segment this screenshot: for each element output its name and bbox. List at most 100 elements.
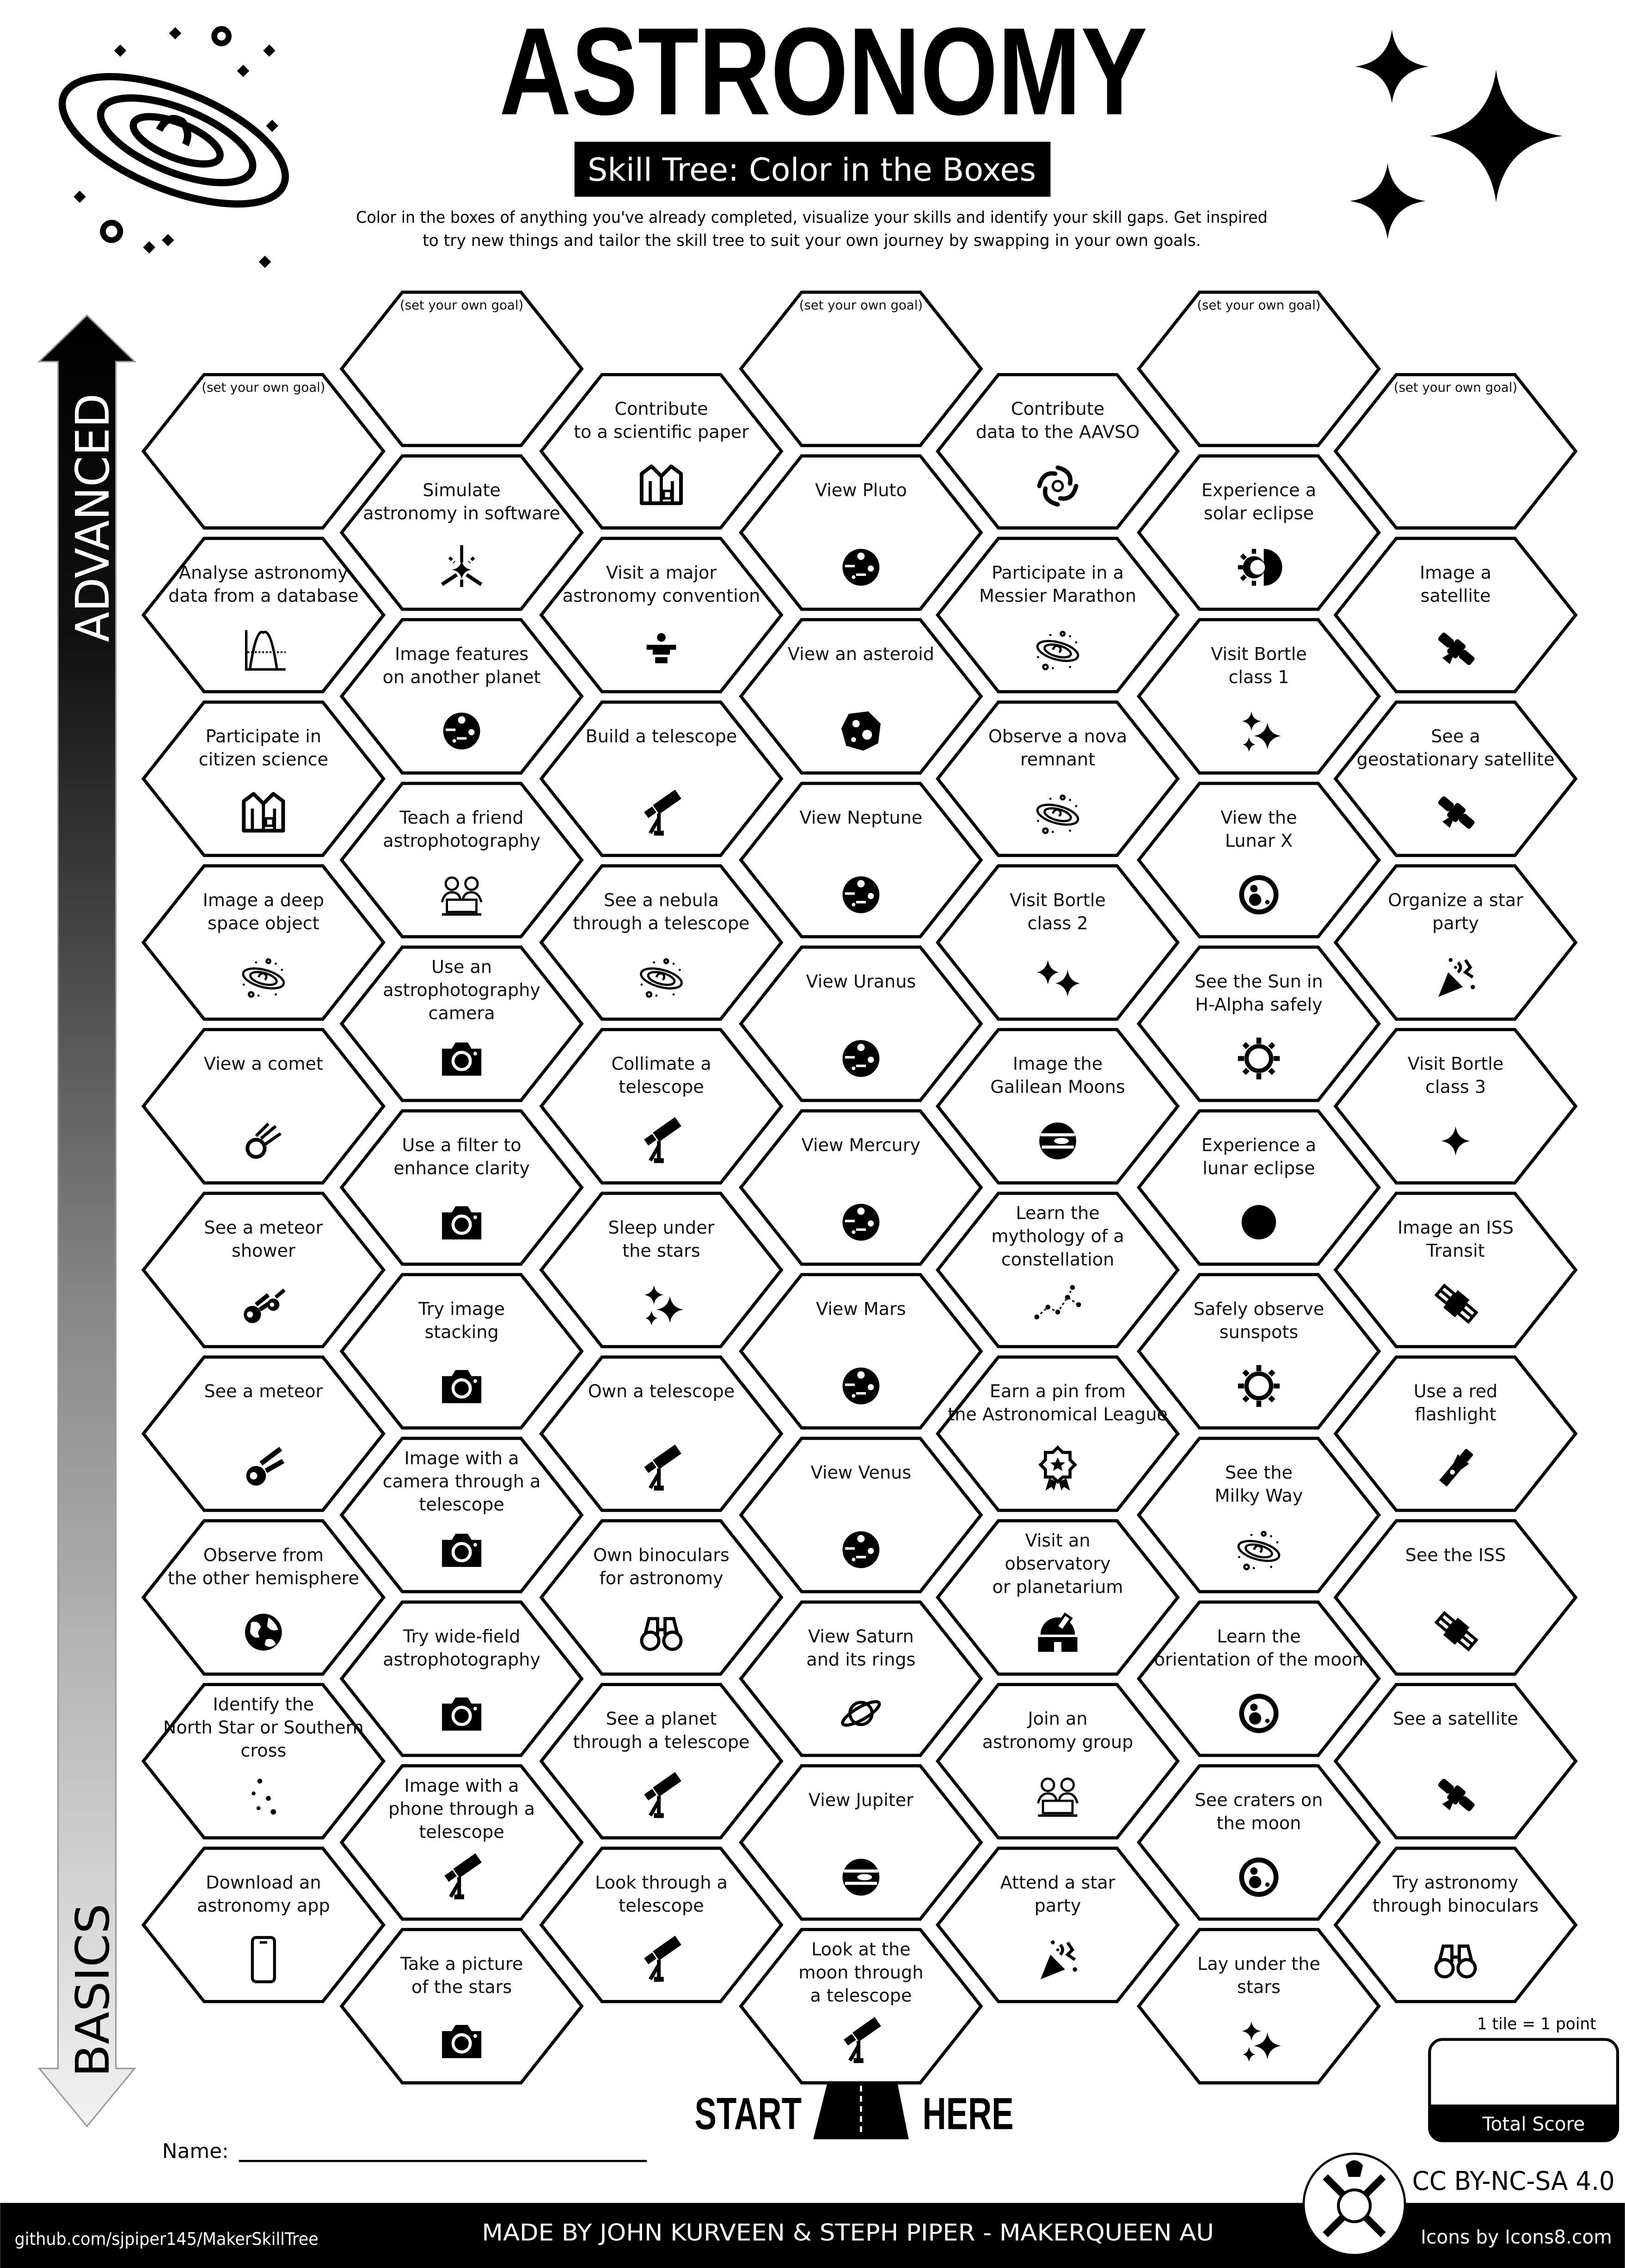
tile-hexagon[interactable] bbox=[935, 1683, 1180, 1840]
skill-tile[interactable]: View Mercury bbox=[739, 1109, 983, 1266]
skill-tile[interactable]: Try wide-field astrophotography bbox=[339, 1600, 584, 1757]
tile-hexagon[interactable] bbox=[1136, 782, 1381, 939]
custom-goal-tile[interactable]: (set your own goal) bbox=[1333, 373, 1578, 530]
skill-tile[interactable]: View Pluto bbox=[739, 454, 983, 611]
tile-hexagon[interactable] bbox=[935, 1355, 1180, 1512]
tile-hexagon[interactable] bbox=[739, 290, 983, 447]
tile-hexagon[interactable] bbox=[539, 373, 784, 530]
skill-tile[interactable]: Look through a telescope bbox=[539, 1846, 784, 2003]
skill-tile[interactable]: View Jupiter bbox=[739, 1764, 983, 1921]
tile-hexagon[interactable] bbox=[1333, 700, 1578, 857]
skill-tile[interactable]: Experience a lunar eclipse bbox=[1136, 1109, 1381, 1266]
tile-hexagon[interactable] bbox=[339, 290, 584, 447]
skill-tile[interactable]: Observe from the other hemisphere bbox=[141, 1519, 386, 1676]
tile-hexagon[interactable] bbox=[1333, 1846, 1578, 2003]
tile-hexagon[interactable] bbox=[1136, 290, 1381, 447]
tile-hexagon[interactable] bbox=[935, 1846, 1180, 2003]
tile-hexagon[interactable] bbox=[1136, 1109, 1381, 1266]
skill-tile[interactable]: View Venus bbox=[739, 1437, 983, 1594]
tile-hexagon[interactable] bbox=[1136, 1437, 1381, 1594]
skill-tile[interactable]: See the ISS bbox=[1333, 1519, 1578, 1676]
custom-goal-tile[interactable]: (set your own goal) bbox=[141, 373, 386, 530]
skill-tile[interactable]: Visit an observatory or planetarium bbox=[935, 1519, 1180, 1676]
skill-tile[interactable]: Learn the orientation of the moon bbox=[1136, 1600, 1381, 1757]
custom-goal-tile[interactable]: (set your own goal) bbox=[739, 290, 983, 447]
tile-hexagon[interactable] bbox=[141, 700, 386, 857]
skill-tile[interactable]: Participate in citizen science bbox=[141, 700, 386, 857]
tile-hexagon[interactable] bbox=[339, 1273, 584, 1430]
tile-hexagon[interactable] bbox=[739, 1600, 983, 1757]
skill-tile[interactable]: View a comet bbox=[141, 1028, 386, 1185]
tile-hexagon[interactable] bbox=[339, 1109, 584, 1266]
skill-tile[interactable]: View the Lunar X bbox=[1136, 782, 1381, 939]
tile-hexagon[interactable] bbox=[539, 537, 784, 693]
tile-hexagon[interactable] bbox=[1136, 1764, 1381, 1921]
skill-tile[interactable]: Earn a pin from the Astronomical League bbox=[935, 1355, 1180, 1512]
tile-hexagon[interactable] bbox=[539, 1355, 784, 1512]
skill-tile[interactable]: Participate in a Messier Marathon bbox=[935, 537, 1180, 693]
skill-tile[interactable]: Analyse astronomy data from a database bbox=[141, 537, 386, 693]
skill-tile[interactable]: Identify the North Star or Southern cross bbox=[141, 1683, 386, 1840]
tile-hexagon[interactable] bbox=[339, 1437, 584, 1594]
skill-tile[interactable]: Build a telescope bbox=[539, 700, 784, 857]
tile-hexagon[interactable] bbox=[141, 1028, 386, 1185]
tile-hexagon[interactable] bbox=[1333, 1355, 1578, 1512]
tile-hexagon[interactable] bbox=[739, 945, 983, 1102]
tile-hexagon[interactable] bbox=[141, 1519, 386, 1676]
skill-tile[interactable]: Image an ISS Transit bbox=[1333, 1192, 1578, 1348]
skill-tile[interactable]: Use a red flashlight bbox=[1333, 1355, 1578, 1512]
skill-tile[interactable]: Own binoculars for astronomy bbox=[539, 1519, 784, 1676]
skill-tile[interactable]: Image a satellite bbox=[1333, 537, 1578, 693]
tile-hexagon[interactable] bbox=[739, 782, 983, 939]
skill-tile[interactable]: Visit a major astronomy convention bbox=[539, 537, 784, 693]
skill-tile[interactable]: Download an astronomy app bbox=[141, 1846, 386, 2003]
skill-tile[interactable]: See a meteor bbox=[141, 1355, 386, 1512]
tile-hexagon[interactable] bbox=[1136, 1928, 1381, 2085]
tile-hexagon[interactable] bbox=[339, 454, 584, 611]
skill-tile[interactable]: Try astronomy through binoculars bbox=[1333, 1846, 1578, 2003]
skill-tile[interactable]: Look at the moon through a telescope bbox=[739, 1928, 983, 2085]
skill-tile[interactable]: View Mars bbox=[739, 1273, 983, 1430]
skill-tile[interactable]: See the Sun in H-Alpha safely bbox=[1136, 945, 1381, 1102]
tile-hexagon[interactable] bbox=[339, 945, 584, 1102]
tile-hexagon[interactable] bbox=[1136, 618, 1381, 775]
custom-goal-tile[interactable]: (set your own goal) bbox=[1136, 290, 1381, 447]
skill-tile[interactable]: Use a filter to enhance clarity bbox=[339, 1109, 584, 1266]
tile-hexagon[interactable] bbox=[141, 1846, 386, 2003]
tile-hexagon[interactable] bbox=[739, 618, 983, 775]
tile-hexagon[interactable] bbox=[141, 373, 386, 530]
skill-tile[interactable]: Own a telescope bbox=[539, 1355, 784, 1512]
tile-hexagon[interactable] bbox=[339, 782, 584, 939]
skill-tile[interactable]: Attend a star party bbox=[935, 1846, 1180, 2003]
tile-hexagon[interactable] bbox=[539, 1192, 784, 1348]
skill-tile[interactable]: See the Milky Way bbox=[1136, 1437, 1381, 1594]
tile-hexagon[interactable] bbox=[739, 1273, 983, 1430]
skill-tile[interactable]: Observe a nova remnant bbox=[935, 700, 1180, 857]
skill-tile[interactable]: Learn the mythology of a constellation bbox=[935, 1192, 1180, 1348]
skill-tile[interactable]: View Uranus bbox=[739, 945, 983, 1102]
skill-tile[interactable]: Teach a friend astrophotography bbox=[339, 782, 584, 939]
skill-tile[interactable]: Image with a camera through a telescope bbox=[339, 1437, 584, 1594]
total-score-box[interactable]: Total Score bbox=[1428, 2038, 1619, 2142]
skill-tile[interactable]: Experience a solar eclipse bbox=[1136, 454, 1381, 611]
tile-hexagon[interactable] bbox=[739, 454, 983, 611]
tile-hexagon[interactable] bbox=[1333, 1519, 1578, 1676]
skill-tile[interactable]: See a geostationary satellite bbox=[1333, 700, 1578, 857]
tile-hexagon[interactable] bbox=[141, 537, 386, 693]
tile-hexagon[interactable] bbox=[1333, 537, 1578, 693]
tile-hexagon[interactable] bbox=[1136, 1273, 1381, 1430]
tile-hexagon[interactable] bbox=[739, 1109, 983, 1266]
tile-hexagon[interactable] bbox=[935, 700, 1180, 857]
skill-tile[interactable]: See a meteor shower bbox=[141, 1192, 386, 1348]
